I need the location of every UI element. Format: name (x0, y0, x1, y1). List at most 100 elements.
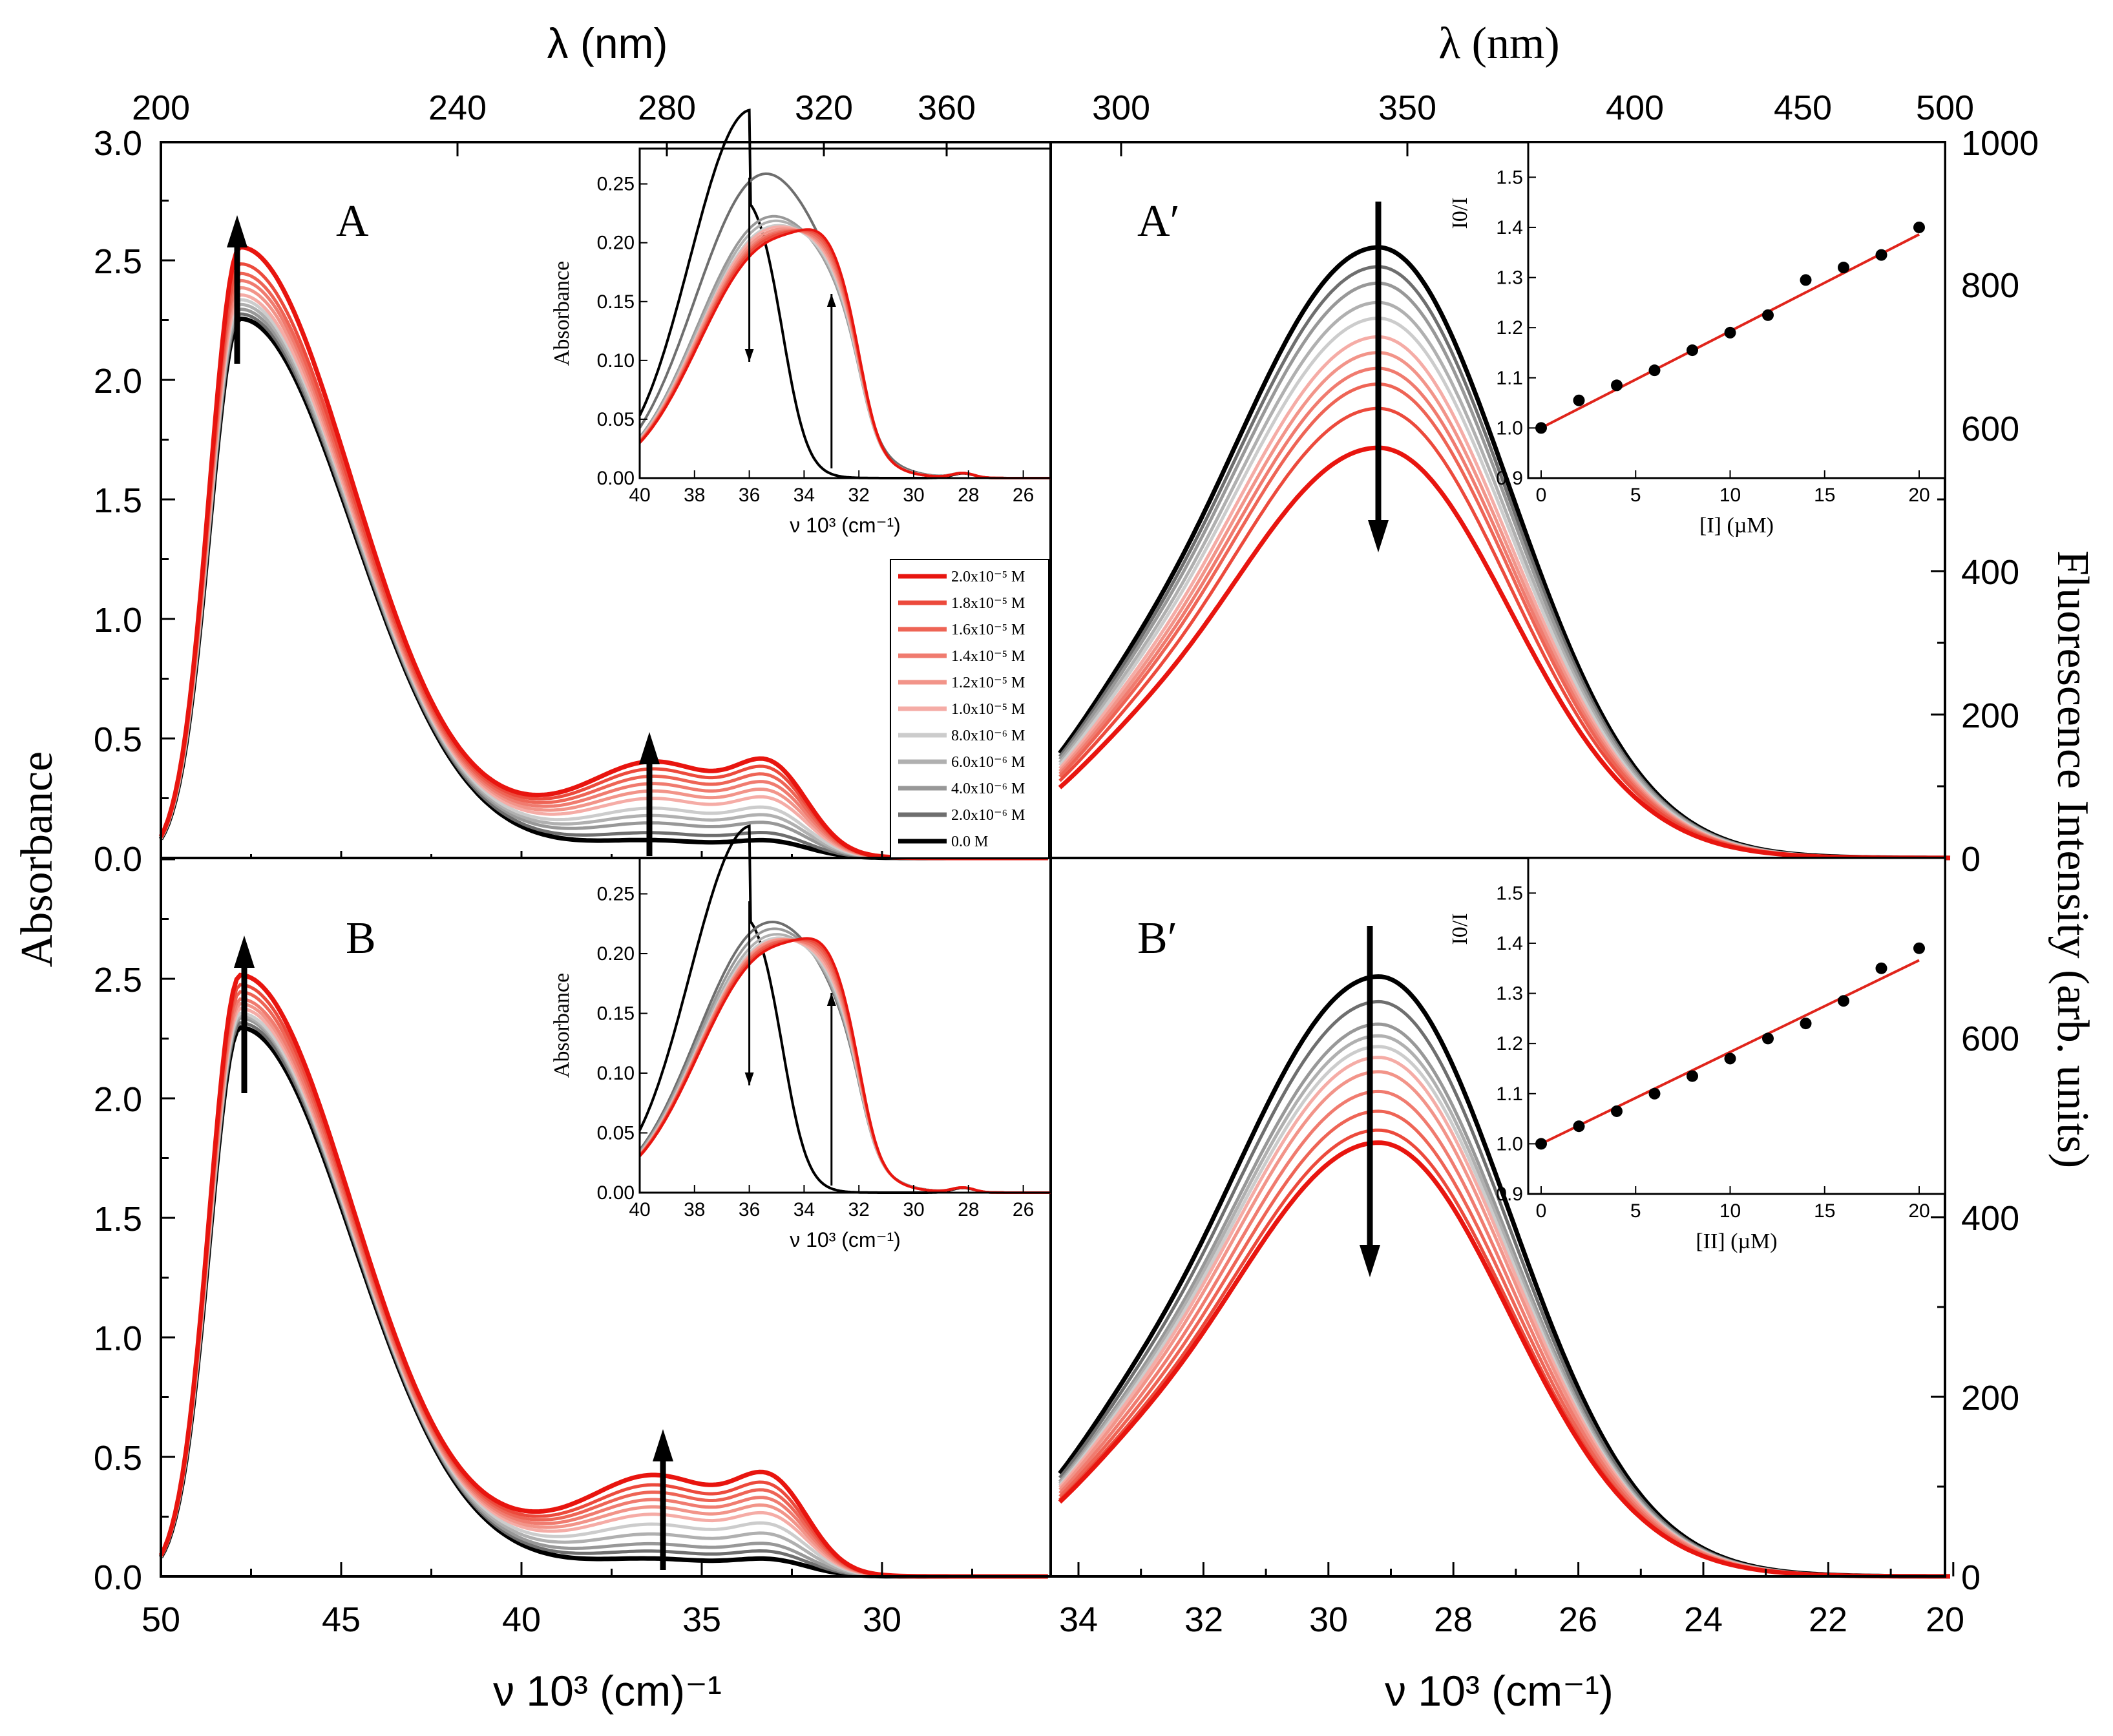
inset-y-tick-label: 0.00 (597, 468, 635, 489)
x-tick-left-45: 45 (322, 1600, 361, 1639)
y-tick-ap-3: 600 (1961, 410, 2019, 448)
inset-frame (638, 147, 1052, 479)
right-y-axis-title: Fluorescence Intensity (arb. units) (2048, 550, 2097, 1168)
inset-x-tick-label: 34 (794, 485, 815, 506)
legend-label: 1.0x10⁻⁵ M (951, 701, 1025, 718)
inset-x-tick-label: 30 (903, 1199, 924, 1220)
panel-label-a-prime: A′ (1137, 196, 1180, 246)
sv-y-tick-label: 1.3 (1496, 983, 1523, 1005)
sv-data-point (1687, 344, 1698, 357)
sv-y-title: I0/I (1448, 913, 1472, 945)
inset-x-title: ν 10³ (cm⁻¹) (790, 514, 901, 537)
y-tick-b-3: 1.5 (94, 1200, 142, 1239)
inset-x-tick-label: 40 (629, 485, 650, 506)
inset-y-tick-label: 0.05 (597, 409, 635, 430)
inset-y-tick-label: 0.20 (597, 943, 635, 965)
y-tick-a-3: 1.5 (94, 481, 142, 520)
left-y-axis-title: Absorbance (12, 751, 62, 967)
top-tick-right-350: 350 (1378, 89, 1436, 127)
sv-y-tick-label: 1.5 (1496, 883, 1523, 904)
top-right-axis-title: λ (nm) (1438, 19, 1560, 68)
inset-y-tick-label: 0.05 (597, 1123, 635, 1144)
inset-arrow-up-head (826, 993, 836, 1006)
sv-x-tick-label: 0 (1536, 1200, 1547, 1222)
sv-data-point (1724, 326, 1736, 339)
top-tick-right-400: 400 (1606, 89, 1664, 127)
x-tick-right-24: 24 (1684, 1600, 1723, 1639)
inset-x-tick-label: 38 (684, 1199, 705, 1220)
y-tick-a-1: 0.5 (94, 720, 142, 759)
top-tick-left-200: 200 (132, 89, 190, 127)
sv-y-title: I0/I (1448, 197, 1472, 229)
fluorescence-curve-a-prime (1058, 445, 1951, 861)
legend-label: 2.0x10⁻⁵ M (951, 569, 1025, 585)
sv-data-point (1648, 364, 1661, 377)
sv-data-point (1724, 1052, 1736, 1065)
top-tick-right-500: 500 (1916, 89, 1974, 127)
inset-arrow-down-head (744, 1072, 754, 1085)
sv-x-tick-label: 10 (1719, 1200, 1741, 1222)
x-tick-right-22: 22 (1809, 1600, 1847, 1639)
sv-x-tick-label: 5 (1630, 485, 1641, 506)
inset-arrow-down-head (744, 349, 754, 362)
y-tick-bp-0: 0 (1961, 1558, 1981, 1597)
sv-x-title: [I] (µM) (1699, 514, 1774, 538)
x-tick-left-40: 40 (502, 1600, 541, 1639)
x-tick-right-26: 26 (1559, 1600, 1597, 1639)
bottom-left-axis-title: ν 10³ (cm)⁻¹ (493, 1667, 722, 1715)
sv-data-point (1573, 394, 1585, 406)
sv-y-tick-label: 1.4 (1496, 217, 1523, 238)
sv-data-point (1611, 379, 1623, 392)
inset-y-title: Absorbance (550, 973, 574, 1078)
sv-x-tick-label: 20 (1908, 1200, 1929, 1222)
inset-x-tick-label: 34 (794, 1199, 815, 1220)
inset-y-tick-label: 0.25 (597, 174, 635, 195)
inset-x-tick-label: 26 (1013, 1199, 1034, 1220)
concentration-legend: 2.0x10⁻⁵ M 1.8x10⁻⁵ M 1.6x10⁻⁵ M 1.4x10⁻⁵ M… (890, 559, 1049, 859)
sv-y-tick-label: 1.3 (1496, 267, 1523, 289)
sv-data-point (1838, 262, 1849, 274)
inset-x-tick-label: 38 (684, 485, 705, 506)
inset-y-tick-label: 0.15 (597, 291, 635, 313)
inset-y-tick-label: 0.25 (597, 884, 635, 905)
sv-x-tick-label: 10 (1719, 485, 1741, 506)
sv-data-point (1687, 1070, 1698, 1082)
y-tick-ap-5: 1000 (1961, 124, 2039, 163)
top-tick-left-280: 280 (638, 89, 696, 127)
panel-label-b: B (346, 914, 376, 963)
y-tick-b-2: 1.0 (94, 1319, 142, 1358)
sv-data-point (1611, 1105, 1623, 1117)
inset-x-tick-label: 28 (958, 1199, 979, 1220)
inset-x-tick-label: 36 (739, 485, 760, 506)
panel-label-b-prime: B′ (1137, 914, 1177, 963)
sv-data-point (1535, 422, 1547, 434)
legend-label: 4.0x10⁻⁶ M (951, 780, 1025, 797)
top-tick-left-240: 240 (428, 89, 487, 127)
inset-y-tick-label: 0.15 (597, 1003, 635, 1025)
x-tick-left-50: 50 (142, 1600, 180, 1639)
arrow-a-band-head (639, 732, 660, 764)
inset-a-absorbance: 40 38 36 34 32 30 28 26 0.00 0.05 0.10 0.15 0.20 0.25… (550, 108, 1052, 537)
sv-data-point (1762, 309, 1774, 321)
sv-data-point (1573, 1120, 1585, 1133)
arrow-b-band-head (653, 1429, 673, 1461)
panel-label-a: A (336, 196, 369, 246)
y-tick-ap-4: 800 (1961, 266, 2019, 305)
x-tick-right-20: 20 (1926, 1600, 1964, 1639)
top-tick-left-360: 360 (918, 89, 976, 127)
inset-absorbance-curve (638, 937, 1051, 1194)
fluorescence-curve-b-prime (1058, 1140, 1950, 1579)
sv-y-tick-label: 1.2 (1496, 1033, 1523, 1054)
x-tick-left-30: 30 (863, 1600, 901, 1639)
inset-x-tick-label: 30 (903, 485, 924, 506)
y-tick-a-2: 1.0 (94, 601, 142, 640)
y-tick-b-1: 0.5 (94, 1439, 142, 1478)
inset-y-title: Absorbance (550, 261, 574, 366)
inset-b-absorbance: 40 38 36 34 32 30 28 26 0.00 0.05 0.10 0.15 0.20 0.25… (550, 824, 1052, 1251)
y-tick-bp-2: 400 (1961, 1199, 2019, 1238)
inset-x-tick-label: 28 (958, 485, 979, 506)
y-tick-ap-1: 200 (1961, 696, 2019, 735)
y-tick-ap-2: 400 (1961, 553, 2019, 592)
inset-x-tick-label: 32 (848, 485, 870, 506)
arrow-b-prime-quench-head (1360, 1245, 1380, 1277)
